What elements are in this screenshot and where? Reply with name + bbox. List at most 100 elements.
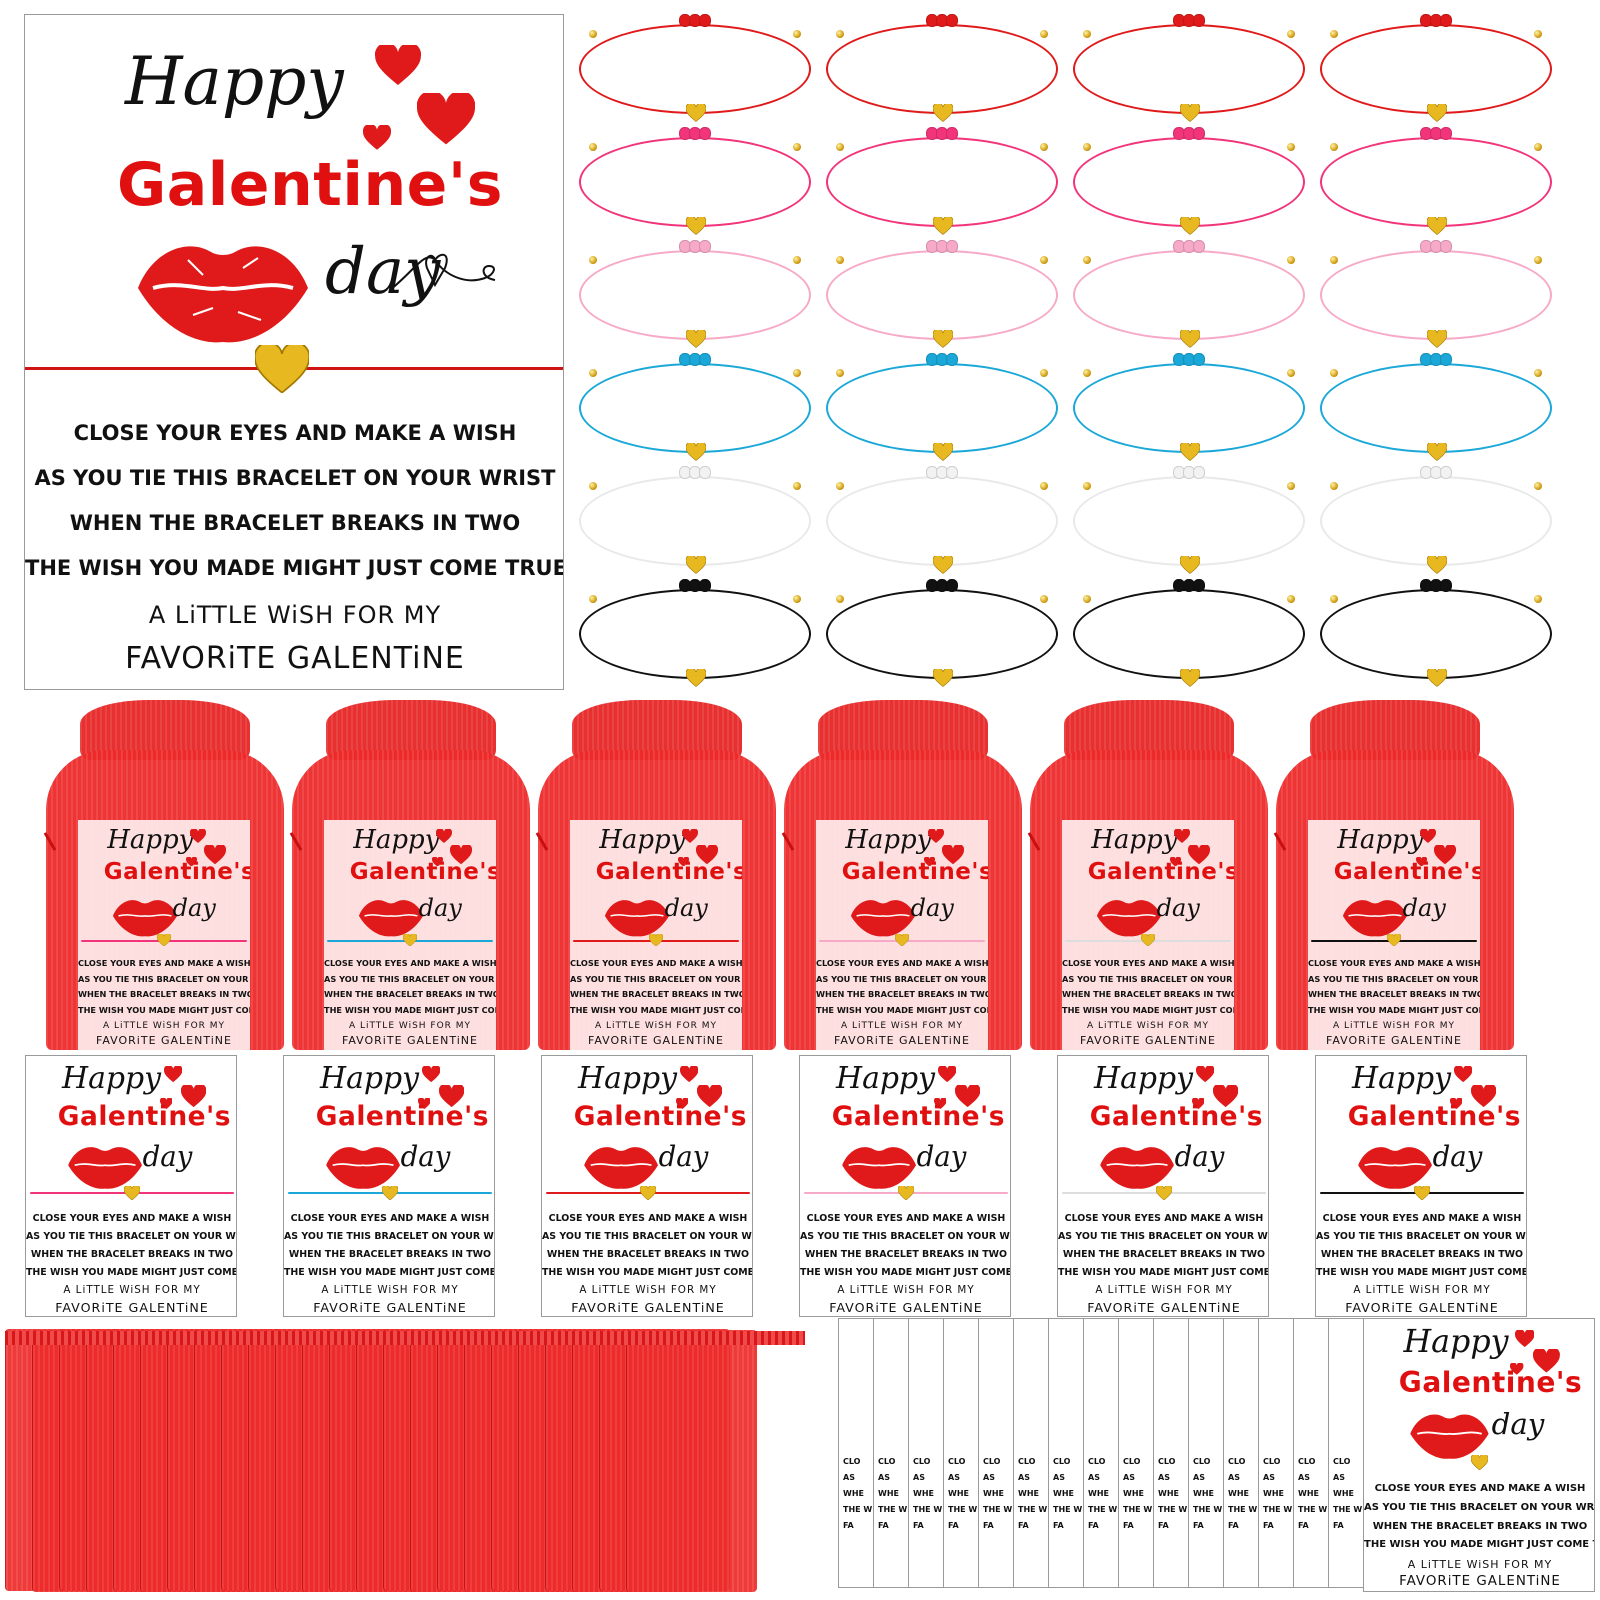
poem-line-2: AS YOU TIE THIS BRACELET ON YOUR WRIST [34,466,556,490]
heart-swirl-icon [389,253,496,291]
partial-text: AS [1333,1473,1345,1482]
partial-text: CLO [1088,1457,1106,1466]
card-day: day [172,893,216,922]
heart-charm-icon [897,1185,914,1200]
partial-text: WHE [843,1489,864,1498]
partial-text: FA [1333,1521,1344,1530]
partial-text: CLO [843,1457,861,1466]
heart-icon [189,829,206,844]
partial-text: THE WI [1158,1505,1191,1514]
poem-line-1: CLOSE YOUR EYES AND MAKE A WISH [1374,1483,1586,1495]
poem-line-4: THE WISH YOU MADE MIGHT JUST COME TRUE [26,1266,237,1278]
poem-line-2: AS YOU TIE THIS BRACELET ON YOUR WRIST [1316,1231,1527,1243]
mini-card: Happy Galentine's day CLOSE YOUR EYES AN… [283,1055,495,1317]
partial-text: FA [1053,1521,1064,1530]
heart-charm-icon [1470,1454,1488,1470]
heart-icon [679,1066,699,1083]
partial-text: WHE [948,1489,969,1498]
partial-text: WHE [878,1489,899,1498]
lips-icon [842,1146,917,1189]
poem-line-1: CLOSE YOUR EYES AND MAKE A WISH [1308,958,1480,968]
heart-icon [1416,856,1428,867]
heart-icon [1510,1362,1524,1375]
heart-icon [1514,1329,1535,1348]
bracelet [1069,123,1309,235]
bracelet [822,575,1062,687]
partial-text: WHE [1053,1489,1074,1498]
card-galentines: Galentine's [315,1100,489,1132]
heart-charm-icon [649,933,664,947]
card-day: day [400,1139,451,1173]
poem-line-4: THE WISH YOU MADE MIGHT JUST COME TRUE [25,556,564,580]
favorite-galentine: FAVORiTE GALENTiNE [588,1033,724,1047]
card-galentines: Galentine's [103,859,250,886]
favorite-galentine: FAVORiTE GALENTiNE [1087,1299,1241,1315]
bracelet [822,349,1062,461]
mini-card: Happy Galentine's day CLOSE YOUR EYES AN… [541,1055,753,1317]
favorite-galentine: FAVORiTE GALENTiNE [1399,1573,1561,1589]
poem-line-2: AS YOU TIE THIS BRACELET ON YOUR WRIST [542,1231,753,1243]
mini-card: Happy Galentine's day CLOSE YOUR EYES AN… [799,1055,1011,1317]
partial-text: THE WI [913,1505,946,1514]
poem-line-4: THE WISH YOU MADE MIGHT JUST COME TRUE [570,1004,742,1015]
partial-text: WHE [1193,1489,1214,1498]
partial-text: THE WI [1123,1505,1156,1514]
card-happy: Happy [1337,824,1424,855]
little-wish: A LiTTLE WiSH FOR MY [148,601,442,629]
partial-text: CLO [913,1457,931,1466]
partial-text: WHE [1088,1489,1109,1498]
heart-icon [1433,845,1456,865]
partial-text: FA [1158,1521,1169,1530]
favorite-galentine: FAVORiTE GALENTiNE [313,1299,467,1315]
favorite-galentine: FAVORiTE GALENTiNE [829,1299,983,1315]
bracelet-grid [575,10,1585,690]
partial-text: CLO [1193,1457,1211,1466]
partial-text: THE WI [878,1505,911,1514]
organza-bag: Happy Galentine's day CLOSE YOUR EYES AN… [778,700,1028,1050]
mini-card: Happy Galentine's day CLOSE YOUR EYES AN… [816,820,988,1050]
bracelet [575,10,815,122]
partial-text: CLO [1228,1457,1246,1466]
poem-line-2: AS YOU TIE THIS BRACELET ON YOUR WRIST [78,973,250,984]
poem-line-4: THE WISH YOU MADE MIGHT JUST COME TRUE [1062,1004,1234,1015]
bracelet [575,123,815,235]
poem-line-1: CLOSE YOUR EYES AND MAKE A WISH [1322,1213,1522,1225]
poem-line-2: AS YOU TIE THIS BRACELET ON YOUR WRIST [26,1231,237,1243]
poem-line-1: CLOSE YOUR EYES AND MAKE A WISH [816,958,988,968]
favorite-galentine: FAVORiTE GALENTiNE [125,641,465,676]
poem-line-3: WHEN THE BRACELET BREAKS IN TWO [1372,1520,1588,1532]
poem-line-3: WHEN THE BRACELET BREAKS IN TWO [1308,989,1480,1000]
heart-icon [159,1097,173,1109]
heart-charm-icon [1180,217,1200,235]
heart-charm-icon [686,217,706,235]
little-wish: A LiTTLE WiSH FOR MY [1086,1020,1210,1031]
card-galentines: Galentine's [57,1100,231,1132]
favorite-galentine: FAVORiTE GALENTiNE [55,1299,209,1315]
little-wish: A LiTTLE WiSH FOR MY [348,1020,472,1031]
partial-text: THE WI [983,1505,1016,1514]
heart-icon [1419,829,1436,844]
poem-line-4: THE WISH YOU MADE MIGHT JUST COME TRUE [816,1004,988,1015]
poem-line-3: WHEN THE BRACELET BREAKS IN TWO [288,1248,492,1260]
mini-card: Happy Galentine's day CLOSE YOUR EYES AN… [25,1055,237,1317]
poem-line-2: AS YOU TIE THIS BRACELET ON YOUR WRIST [284,1231,495,1243]
poem-line-1: CLOSE YOUR EYES AND MAKE A WISH [548,1213,748,1225]
partial-text: CLO [1123,1457,1141,1466]
little-wish: A LiTTLE WiSH FOR MY [63,1284,201,1297]
partial-text: AS [913,1473,925,1482]
poem-line-4: THE WISH YOU MADE MIGHT JUST COME TRUE [1058,1266,1269,1278]
little-wish: A LiTTLE WiSH FOR MY [321,1284,459,1297]
card-day: day [664,893,708,922]
card-galentines: Galentine's [1398,1365,1583,1399]
heart-charm-icon [895,933,910,947]
bracelet [1069,236,1309,348]
partial-text: THE WI [1018,1505,1051,1514]
card-happy: Happy [599,824,686,855]
lips-icon [850,899,915,937]
partial-text: AS [948,1473,960,1482]
card-day: day [916,1139,967,1173]
heart-icon [421,1066,441,1083]
flat-bag-stack [5,1325,825,1595]
card-galentines: Galentine's [1087,859,1234,886]
heart-charm-icon [403,933,418,947]
